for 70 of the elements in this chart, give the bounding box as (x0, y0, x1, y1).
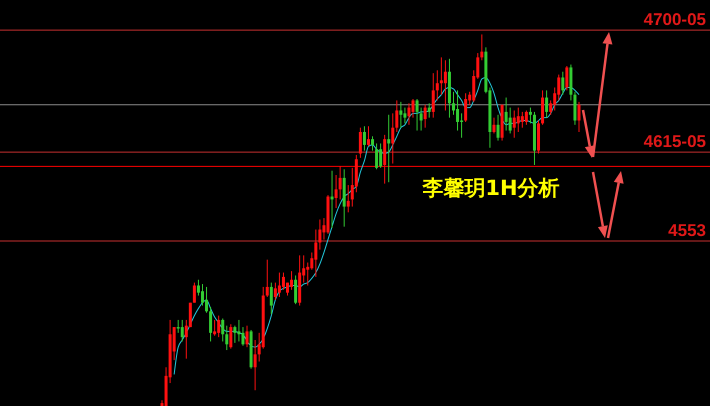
candlestick (290, 270, 294, 290)
candlestick (428, 102, 431, 118)
candlestick (399, 101, 402, 128)
candlestick (516, 107, 520, 132)
candlestick (520, 111, 524, 128)
candlestick (420, 107, 423, 132)
candlestick (274, 282, 277, 300)
candlestick (270, 282, 273, 315)
candlestick (209, 306, 212, 342)
candlestick (278, 272, 281, 298)
candlestick (241, 326, 244, 346)
candlestick (225, 325, 228, 351)
candlestick (528, 107, 532, 124)
candlestick (233, 325, 236, 344)
candlestick (254, 340, 257, 391)
ref-line-label: 4700-05 (644, 10, 706, 30)
candlestick (362, 126, 366, 152)
candlestick (524, 110, 528, 126)
candlestick (338, 166, 342, 200)
candlestick (314, 229, 318, 278)
candlestick (246, 325, 249, 348)
candlestick (266, 259, 269, 298)
candlestick (213, 319, 216, 336)
candlestick (192, 282, 196, 304)
candlestick (492, 117, 496, 134)
candlestick (496, 114, 500, 142)
candlestick (512, 110, 516, 138)
candlestick (221, 318, 224, 342)
candlestick (464, 92, 468, 122)
ref-line-label: 4553 (668, 221, 706, 240)
ref-line-label: 4615-05 (644, 132, 706, 152)
candlestick (561, 71, 564, 96)
candlestick (205, 286, 208, 314)
candlestick (504, 97, 508, 132)
candlestick (318, 219, 322, 250)
candlestick (294, 274, 298, 305)
candlestick (456, 90, 460, 132)
annotation: 李馨玥1H分析 (421, 176, 560, 200)
candlestick (412, 98, 415, 118)
candlestick (391, 112, 394, 164)
candlestick (282, 272, 285, 290)
candlestick (237, 319, 240, 342)
candlestick (229, 324, 232, 350)
candlestick (436, 70, 439, 101)
candlestick (387, 114, 390, 183)
candlestick (460, 112, 464, 138)
candlestick (217, 315, 220, 338)
candlestick (375, 142, 378, 170)
candlestick (407, 102, 410, 126)
candlestick (578, 101, 580, 132)
candlestick (403, 107, 406, 124)
candlestick (545, 90, 548, 118)
candlestick (346, 184, 350, 213)
candlestick (557, 74, 560, 101)
candlestick (358, 127, 362, 158)
candlestick (432, 72, 435, 118)
candlestick (416, 98, 419, 132)
candlestick (565, 65, 568, 91)
candlestick (480, 34, 484, 61)
candlestick (444, 60, 447, 111)
candlestick (424, 104, 427, 128)
candlestick (334, 174, 338, 209)
candlestick (379, 142, 382, 168)
candlestick (366, 126, 370, 147)
candlestick (330, 170, 334, 229)
candlestick (395, 100, 398, 132)
candlestick (371, 136, 374, 152)
candlestick (180, 319, 184, 342)
candlestick (176, 319, 180, 334)
candlestick (508, 107, 512, 134)
